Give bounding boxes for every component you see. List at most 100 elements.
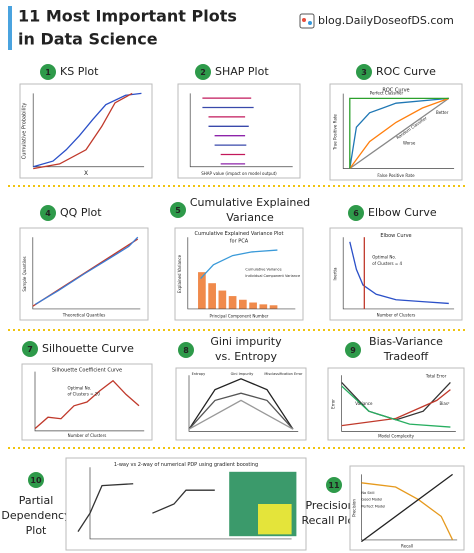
axes <box>187 237 296 310</box>
badge <box>28 472 44 488</box>
plot-title: Precision <box>305 499 354 512</box>
thumbnail-label: Number of Clusters <box>68 433 107 438</box>
thumbnail-label: Cumulative Explained Variance Plot <box>195 231 284 237</box>
thumbnail-label: Recall <box>401 544 413 549</box>
thumbnail-label: No Skill <box>361 491 374 495</box>
plot-title: Plot <box>26 524 47 537</box>
thumbnail-label: Good Model <box>361 498 382 502</box>
plot-title: Tradeoff <box>383 350 429 363</box>
thumbnail <box>329 227 463 321</box>
thumbnail-label: Entropy <box>192 372 206 376</box>
badge-number: 5 <box>175 206 181 215</box>
thumbnail-label: Worse <box>403 141 416 146</box>
bar-decor <box>228 296 237 309</box>
badge-number: 3 <box>361 68 367 77</box>
bar-decor <box>269 305 278 309</box>
plot-title: QQ Plot <box>60 206 102 219</box>
badge-number: 7 <box>27 345 33 354</box>
thumbnail-label: Gini Impurity <box>231 372 254 376</box>
curve <box>152 489 215 514</box>
site: blog.DailyDoseofDS.com <box>318 14 454 27</box>
thumbnail-label: SHAP value (impact on model output) <box>201 171 277 176</box>
curve <box>349 97 449 169</box>
curve <box>361 473 453 543</box>
thumbnail-label: Better <box>436 110 449 115</box>
badge-number: 9 <box>350 346 356 355</box>
thumbnail <box>177 83 301 179</box>
plot-title: ROC Curve <box>376 65 436 78</box>
plot-title: Dependency <box>1 509 71 522</box>
axes <box>341 375 456 432</box>
thumbnail-label: of Clusters = 4 <box>372 261 402 266</box>
thumbnail-label: Individual Component Variance <box>245 274 300 278</box>
thumbnail <box>175 367 307 441</box>
bar-decor <box>259 304 268 309</box>
thumbnail-label: Variance <box>355 401 373 406</box>
thumbnail-label: Silhouette Coefficient Curve <box>52 368 122 374</box>
axes <box>32 237 141 310</box>
thumbnail <box>329 83 463 181</box>
curve <box>33 92 142 168</box>
axes <box>189 93 293 168</box>
thumbnail-label: Principal Component Number <box>210 313 269 318</box>
plot-title: vs. Entropy <box>215 350 277 363</box>
contour <box>258 504 292 535</box>
bar-decor <box>249 302 257 309</box>
thumbnail-label: Model Complexity <box>378 433 415 438</box>
plot-title: Recall Plot <box>301 514 359 527</box>
curve <box>188 399 294 430</box>
axes <box>342 237 455 310</box>
thumbnail-label: Bias² <box>440 401 450 406</box>
thumbnail-label: 1-way vs 2-way of numerical PDP using gr… <box>114 462 258 468</box>
curve <box>349 97 450 170</box>
thumbnail-label: Precision <box>352 499 357 517</box>
curve <box>33 92 133 170</box>
curve <box>34 379 140 430</box>
badge <box>178 342 194 358</box>
thumbnail-label: Misclassification Error <box>264 372 303 376</box>
thumbnail-label: Inertia <box>332 267 337 281</box>
axes <box>342 93 455 169</box>
curve <box>349 97 449 169</box>
plot-title: KS Plot <box>60 65 99 78</box>
curve <box>77 483 134 532</box>
curve <box>188 378 294 430</box>
badge-number: 11 <box>328 481 340 490</box>
axes <box>188 375 299 432</box>
plot-title: Gini impurity <box>210 335 282 348</box>
curve <box>35 236 139 305</box>
thumbnail-label: Perfect Model <box>361 504 385 508</box>
thumbnail <box>19 83 153 179</box>
plot-title: Variance <box>226 211 274 224</box>
bar-decor <box>198 272 206 309</box>
thumbnail <box>327 367 465 441</box>
thumbnail-label: Elbow Curve <box>380 233 411 239</box>
curve <box>349 241 449 305</box>
curve <box>341 389 451 427</box>
thumbnail-label: Optimal No. <box>372 254 396 259</box>
title-accent <box>8 6 12 50</box>
plot-title: Silhouette Curve <box>42 342 134 355</box>
badge <box>345 342 361 358</box>
thumbnail-label: ROC Curve <box>382 87 409 93</box>
badge-number: 8 <box>183 346 189 355</box>
badge <box>40 64 56 80</box>
curve <box>188 392 294 430</box>
thumbnail-label: Theoretical Quantiles <box>62 312 106 317</box>
thumbnail-label: Number of Clusters <box>377 312 416 317</box>
badge <box>195 64 211 80</box>
badge <box>326 477 342 493</box>
curve <box>341 385 451 428</box>
badge-number: 10 <box>30 476 42 485</box>
bar-decor <box>208 283 216 309</box>
axes <box>89 467 292 540</box>
badge-number: 6 <box>353 209 359 218</box>
plot-title: Cumulative Explained <box>190 196 310 209</box>
badge-number: 2 <box>200 68 206 77</box>
thumbnail-label: for PCA <box>230 238 249 244</box>
thumbnail-label: Explained Variance <box>177 254 182 293</box>
plot-title: Bias-Variance <box>369 335 443 348</box>
plot-title: Partial <box>19 494 54 507</box>
thumbnail-label: X <box>84 170 88 177</box>
